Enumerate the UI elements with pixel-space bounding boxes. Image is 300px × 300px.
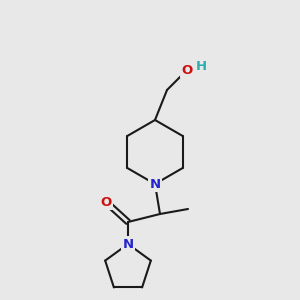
Text: H: H xyxy=(195,59,207,73)
Text: N: N xyxy=(122,238,134,250)
Text: N: N xyxy=(122,238,134,250)
Text: N: N xyxy=(149,178,161,190)
Text: O: O xyxy=(100,196,112,208)
Text: O: O xyxy=(182,64,193,76)
